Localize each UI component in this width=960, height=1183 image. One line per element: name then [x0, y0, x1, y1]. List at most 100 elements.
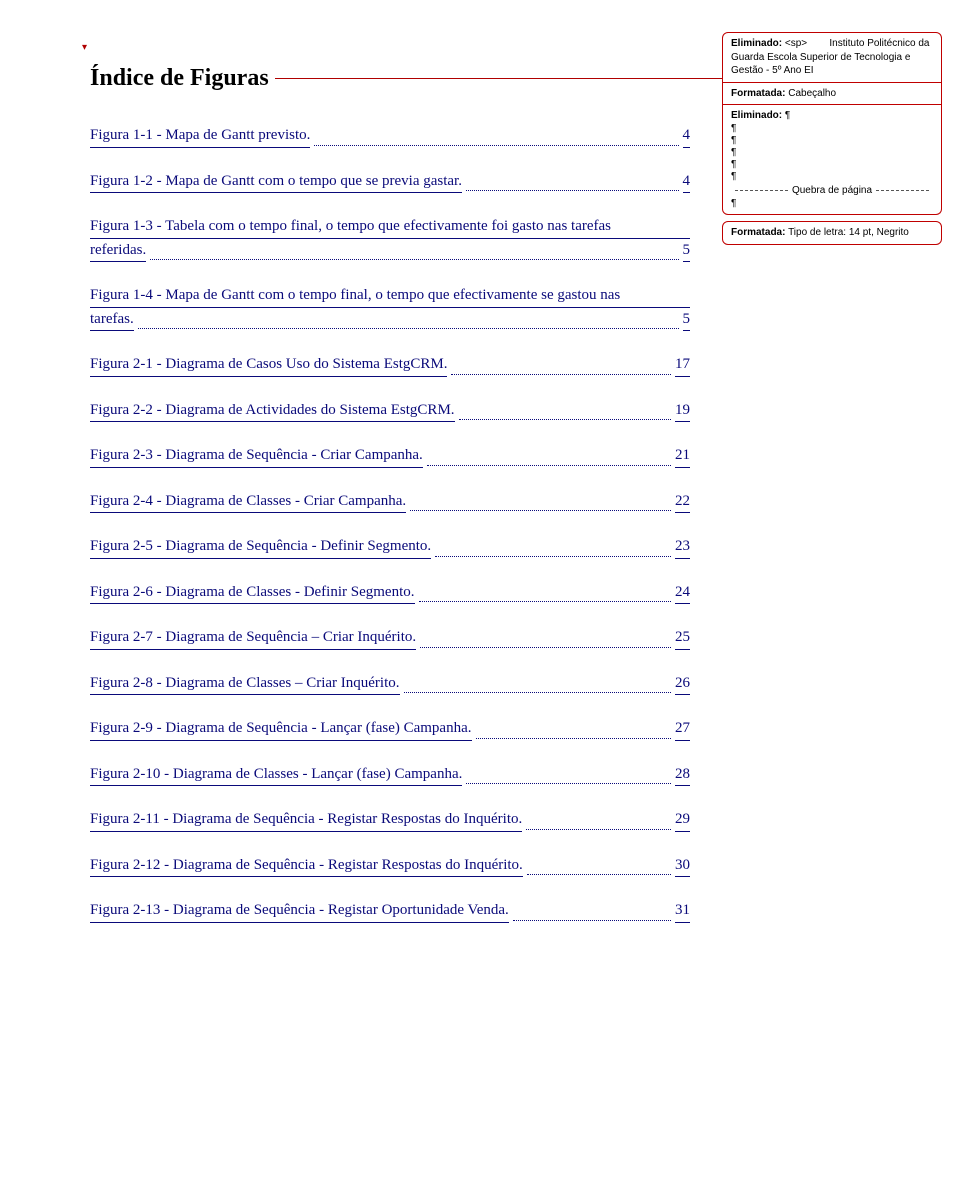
toc-leader-dots: [314, 131, 678, 146]
toc-item[interactable]: Figura 1-2 - Mapa de Gantt com o tempo q…: [90, 170, 690, 194]
toc-page-number: 27: [675, 717, 690, 741]
page-title: Índice de Figuras: [90, 60, 269, 96]
toc-leader-dots: [420, 633, 671, 648]
toc-leader-dots: [466, 769, 671, 784]
toc-page-number: 29: [675, 808, 690, 832]
toc-label-line1: Figura 1-4 - Mapa de Gantt com o tempo f…: [90, 284, 690, 308]
toc-page-number: 17: [675, 353, 690, 377]
callout-formatada-cabecalho: Formatada: Cabeçalho: [722, 83, 942, 106]
toc-leader-dots: [419, 587, 672, 602]
page-break-indicator: Quebra de página: [731, 183, 933, 199]
toc-label: tarefas.: [90, 308, 134, 332]
toc-leader-dots: [476, 724, 672, 739]
toc-page-number: 19: [675, 399, 690, 423]
callout-formatada-font: Formatada: Tipo de letra: 14 pt, Negrito: [722, 221, 942, 245]
toc-label: referidas.: [90, 239, 146, 263]
toc-row: Figura 1-2 - Mapa de Gantt com o tempo q…: [90, 170, 690, 194]
toc-row: referidas. 5: [90, 239, 690, 263]
toc-page-number: 25: [675, 626, 690, 650]
toc-page-number: 26: [675, 672, 690, 696]
toc-page-number: 5: [683, 308, 691, 332]
toc-item[interactable]: Figura 2-4 - Diagrama de Classes - Criar…: [90, 490, 690, 514]
toc-label: Figura 2-10 - Diagrama de Classes - Lanç…: [90, 763, 462, 787]
toc-row: Figura 2-3 - Diagrama de Sequência - Cri…: [90, 444, 690, 468]
toc-page-number: 22: [675, 490, 690, 514]
toc-label: Figura 2-11 - Diagrama de Sequência - Re…: [90, 808, 522, 832]
toc-label: Figura 2-12 - Diagrama de Sequência - Re…: [90, 854, 523, 878]
callout-label: Formatada:: [731, 88, 785, 99]
toc-list: Figura 1-1 - Mapa de Gantt previsto.4Fig…: [90, 124, 690, 923]
toc-row: Figura 2-6 - Diagrama de Classes - Defin…: [90, 581, 690, 605]
toc-leader-dots: [459, 405, 671, 420]
callout-eliminado-header: Eliminado: <sp> Instituto Politécnico da…: [722, 32, 942, 83]
toc-item[interactable]: Figura 1-4 - Mapa de Gantt com o tempo f…: [90, 284, 690, 331]
toc-item[interactable]: Figura 2-9 - Diagrama de Sequência - Lan…: [90, 717, 690, 741]
toc-label: Figura 2-9 - Diagrama de Sequência - Lan…: [90, 717, 472, 741]
toc-item[interactable]: Figura 2-13 - Diagrama de Sequência - Re…: [90, 899, 690, 923]
toc-item[interactable]: Figura 2-11 - Diagrama de Sequência - Re…: [90, 808, 690, 832]
toc-item[interactable]: Figura 2-2 - Diagrama de Actividades do …: [90, 399, 690, 423]
toc-leader-dots: [526, 815, 671, 830]
toc-label: Figura 2-2 - Diagrama de Actividades do …: [90, 399, 455, 423]
callout-sp: <sp>: [785, 38, 807, 49]
toc-label: Figura 2-6 - Diagrama de Classes - Defin…: [90, 581, 415, 605]
pilcrow-end: ¶: [731, 198, 933, 210]
callout-label: Eliminado:: [731, 110, 782, 121]
toc-label: Figura 1-2 - Mapa de Gantt com o tempo q…: [90, 170, 462, 194]
callout-label: Formatada:: [731, 227, 785, 238]
toc-leader-dots: [150, 245, 678, 260]
toc-row: Figura 1-1 - Mapa de Gantt previsto.4: [90, 124, 690, 148]
toc-row: Figura 2-12 - Diagrama de Sequência - Re…: [90, 854, 690, 878]
toc-row: Figura 2-4 - Diagrama de Classes - Criar…: [90, 490, 690, 514]
toc-row: tarefas. 5: [90, 308, 690, 332]
toc-item[interactable]: Figura 1-1 - Mapa de Gantt previsto.4: [90, 124, 690, 148]
toc-page-number: 23: [675, 535, 690, 559]
toc-page-number: 31: [675, 899, 690, 923]
revision-anchor: ▾: [82, 40, 87, 55]
toc-item[interactable]: Figura 1-3 - Tabela com o tempo final, o…: [90, 215, 690, 262]
toc-row: Figura 2-13 - Diagrama de Sequência - Re…: [90, 899, 690, 923]
toc-row: Figura 2-5 - Diagrama de Sequência - Def…: [90, 535, 690, 559]
toc-leader-dots: [451, 360, 671, 375]
toc-row: Figura 2-10 - Diagrama de Classes - Lanç…: [90, 763, 690, 787]
toc-item[interactable]: Figura 2-1 - Diagrama de Casos Uso do Si…: [90, 353, 690, 377]
toc-page-number: 24: [675, 581, 690, 605]
toc-item[interactable]: Figura 2-3 - Diagrama de Sequência - Cri…: [90, 444, 690, 468]
toc-page-number: 28: [675, 763, 690, 787]
toc-item[interactable]: Figura 2-8 - Diagrama de Classes – Criar…: [90, 672, 690, 696]
toc-label: Figura 2-5 - Diagrama de Sequência - Def…: [90, 535, 431, 559]
callout-body: Cabeçalho: [788, 88, 836, 99]
toc-leader-dots: [138, 314, 679, 329]
toc-leader-dots: [527, 860, 671, 875]
toc-label: Figura 2-1 - Diagrama de Casos Uso do Si…: [90, 353, 447, 377]
toc-label: Figura 2-8 - Diagrama de Classes – Criar…: [90, 672, 400, 696]
toc-row: Figura 2-9 - Diagrama de Sequência - Lan…: [90, 717, 690, 741]
toc-item[interactable]: Figura 2-5 - Diagrama de Sequência - Def…: [90, 535, 690, 559]
toc-page-number: 21: [675, 444, 690, 468]
toc-row: Figura 2-11 - Diagrama de Sequência - Re…: [90, 808, 690, 832]
toc-leader-dots: [410, 496, 671, 511]
toc-row: Figura 2-7 - Diagrama de Sequência – Cri…: [90, 626, 690, 650]
toc-leader-dots: [435, 542, 671, 557]
toc-item[interactable]: Figura 2-7 - Diagrama de Sequência – Cri…: [90, 626, 690, 650]
toc-leader-dots: [466, 176, 679, 191]
toc-label: Figura 1-1 - Mapa de Gantt previsto.: [90, 124, 310, 148]
toc-leader-dots: [404, 678, 672, 693]
toc-item[interactable]: Figura 2-6 - Diagrama de Classes - Defin…: [90, 581, 690, 605]
toc-label: Figura 2-3 - Diagrama de Sequência - Cri…: [90, 444, 423, 468]
toc-page-number: 5: [683, 239, 691, 263]
toc-row: Figura 2-1 - Diagrama de Casos Uso do Si…: [90, 353, 690, 377]
toc-item[interactable]: Figura 2-12 - Diagrama de Sequência - Re…: [90, 854, 690, 878]
toc-label: Figura 2-7 - Diagrama de Sequência – Cri…: [90, 626, 416, 650]
toc-label: Figura 2-4 - Diagrama de Classes - Criar…: [90, 490, 406, 514]
toc-page-number: 30: [675, 854, 690, 878]
revision-callouts: Eliminado: <sp> Instituto Politécnico da…: [722, 32, 942, 248]
toc-item[interactable]: Figura 2-10 - Diagrama de Classes - Lanç…: [90, 763, 690, 787]
toc-leader-dots: [427, 451, 671, 466]
callout-eliminado-pilcrows: Eliminado: ¶ ¶¶¶¶¶ Quebra de página ¶: [722, 105, 942, 215]
toc-leader-dots: [513, 906, 671, 921]
toc-label: Figura 2-13 - Diagrama de Sequência - Re…: [90, 899, 509, 923]
toc-label-line1: Figura 1-3 - Tabela com o tempo final, o…: [90, 215, 690, 239]
page-break-text: Quebra de página: [792, 184, 872, 198]
toc-page-number: 4: [683, 170, 691, 194]
